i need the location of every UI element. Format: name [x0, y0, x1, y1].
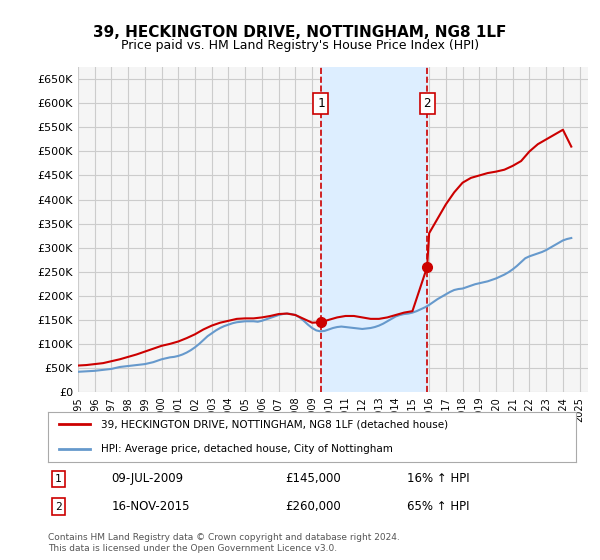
- Text: 16-NOV-2015: 16-NOV-2015: [112, 500, 190, 513]
- Text: £260,000: £260,000: [286, 500, 341, 513]
- Text: HPI: Average price, detached house, City of Nottingham: HPI: Average price, detached house, City…: [101, 445, 392, 454]
- Text: 39, HECKINGTON DRIVE, NOTTINGHAM, NG8 1LF (detached house): 39, HECKINGTON DRIVE, NOTTINGHAM, NG8 1L…: [101, 419, 448, 429]
- Text: 09-JUL-2009: 09-JUL-2009: [112, 473, 184, 486]
- Text: 1: 1: [55, 474, 62, 484]
- Text: 2: 2: [55, 502, 62, 512]
- Text: 39, HECKINGTON DRIVE, NOTTINGHAM, NG8 1LF: 39, HECKINGTON DRIVE, NOTTINGHAM, NG8 1L…: [94, 25, 506, 40]
- Text: £145,000: £145,000: [286, 473, 341, 486]
- Text: 65% ↑ HPI: 65% ↑ HPI: [407, 500, 470, 513]
- Text: 1: 1: [317, 97, 325, 110]
- Text: 2: 2: [424, 97, 431, 110]
- Bar: [321, 67, 427, 392]
- Text: 16% ↑ HPI: 16% ↑ HPI: [407, 473, 470, 486]
- Text: Price paid vs. HM Land Registry's House Price Index (HPI): Price paid vs. HM Land Registry's House …: [121, 39, 479, 52]
- Text: Contains HM Land Registry data © Crown copyright and database right 2024.
This d: Contains HM Land Registry data © Crown c…: [48, 533, 400, 553]
